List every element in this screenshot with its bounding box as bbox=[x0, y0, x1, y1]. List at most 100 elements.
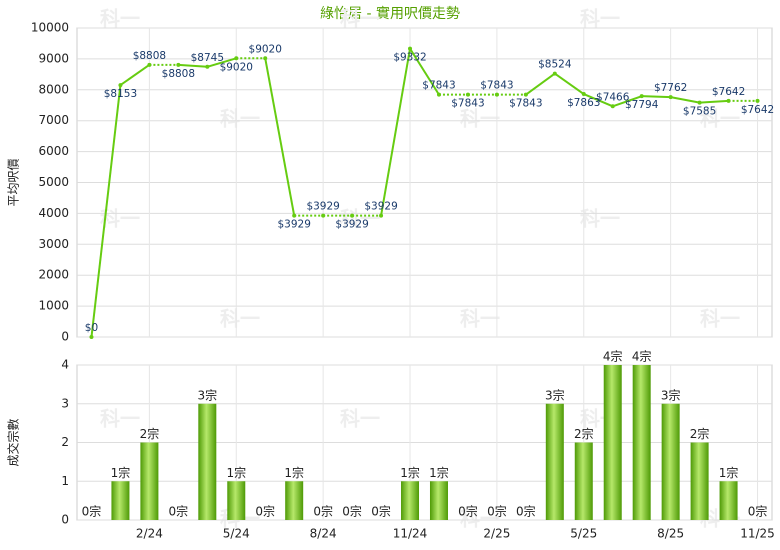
y-tick-label: 1 bbox=[61, 474, 69, 488]
watermark: 科一 bbox=[340, 407, 380, 431]
bar bbox=[140, 442, 159, 520]
value-label: 1宗 bbox=[226, 465, 246, 480]
watermark: 科一 bbox=[580, 7, 620, 31]
value-label: 0宗 bbox=[371, 504, 391, 519]
value-label: 0宗 bbox=[342, 504, 362, 519]
bar bbox=[227, 481, 246, 520]
point bbox=[205, 64, 210, 69]
watermark: 科一 bbox=[220, 107, 260, 131]
value-label: $7642 bbox=[712, 86, 745, 98]
point bbox=[321, 213, 326, 218]
value-label: 0宗 bbox=[487, 504, 507, 519]
value-label: $7843 bbox=[422, 80, 455, 92]
point bbox=[552, 71, 557, 76]
point bbox=[465, 92, 470, 97]
x-tick-label: 5/25 bbox=[570, 527, 597, 541]
y-tick-label: 5000 bbox=[38, 175, 69, 189]
chart-title: 綠怡居 - 實用呎價走勢 bbox=[320, 5, 460, 22]
value-label: $7466 bbox=[596, 91, 630, 103]
value-label: 3宗 bbox=[545, 387, 565, 402]
point bbox=[523, 92, 528, 97]
x-tick-label: 5/24 bbox=[223, 527, 250, 541]
value-label: $3929 bbox=[364, 201, 397, 213]
bar bbox=[429, 481, 448, 520]
value-label: 3宗 bbox=[197, 387, 217, 402]
x-tick-label: 11/25 bbox=[740, 527, 775, 541]
y-axis-label: 成交宗數 bbox=[6, 418, 21, 466]
value-label: $9020 bbox=[220, 61, 253, 73]
watermark: 科一 bbox=[700, 307, 740, 331]
y-tick-label: 2000 bbox=[38, 268, 69, 282]
value-label: 0宗 bbox=[255, 504, 275, 519]
value-label: 2宗 bbox=[574, 426, 594, 441]
value-label: 1宗 bbox=[111, 465, 131, 480]
point bbox=[89, 335, 94, 339]
value-label: 0宗 bbox=[748, 504, 768, 519]
point bbox=[436, 92, 441, 97]
line-segment bbox=[90, 84, 122, 338]
value-label: 4宗 bbox=[632, 349, 652, 364]
watermark: 科一 bbox=[460, 107, 500, 131]
value-label: $7843 bbox=[451, 98, 484, 110]
line-segment bbox=[178, 63, 208, 68]
bar bbox=[719, 481, 738, 520]
line-segment bbox=[380, 48, 412, 216]
value-label: 1宗 bbox=[429, 465, 449, 480]
value-label: 4宗 bbox=[603, 349, 623, 364]
watermark: 科一 bbox=[340, 7, 380, 31]
bar bbox=[285, 481, 304, 520]
value-label: 0宗 bbox=[458, 504, 478, 519]
y-tick-label: 10000 bbox=[31, 21, 69, 35]
x-tick-label: 2/25 bbox=[483, 527, 510, 541]
value-label: 1宗 bbox=[284, 465, 304, 480]
value-label: 2宗 bbox=[690, 426, 710, 441]
value-label: $9332 bbox=[393, 52, 426, 64]
y-tick-label: 2 bbox=[61, 435, 69, 449]
watermark: 科一 bbox=[340, 207, 380, 231]
y-tick-label: 4 bbox=[61, 358, 69, 372]
value-label: $0 bbox=[85, 322, 98, 334]
y-tick-label: 0 bbox=[61, 513, 69, 527]
point bbox=[118, 83, 123, 88]
line-segment bbox=[641, 95, 671, 99]
x-tick-label: 2/24 bbox=[136, 527, 163, 541]
value-label: $8153 bbox=[104, 88, 137, 100]
point bbox=[668, 95, 673, 100]
watermark: 科一 bbox=[460, 507, 500, 531]
x-tick-label: 8/24 bbox=[310, 527, 337, 541]
value-label: $8808 bbox=[133, 50, 166, 62]
y-tick-label: 8000 bbox=[38, 82, 69, 96]
point bbox=[234, 56, 239, 61]
line-segment bbox=[554, 72, 585, 95]
x-tick-label: 11/24 bbox=[393, 527, 428, 541]
value-label: 0宗 bbox=[516, 504, 536, 519]
point bbox=[350, 213, 355, 218]
point bbox=[147, 62, 152, 67]
point bbox=[379, 213, 384, 218]
value-label: $8524 bbox=[538, 59, 572, 71]
bar bbox=[401, 481, 420, 520]
bar bbox=[661, 403, 680, 520]
value-label: $7843 bbox=[480, 80, 513, 92]
value-label: 3宗 bbox=[661, 387, 681, 402]
value-label: $3929 bbox=[306, 201, 339, 213]
watermark: 科一 bbox=[700, 107, 740, 131]
watermark: 科一 bbox=[580, 207, 620, 231]
watermark: 科一 bbox=[220, 307, 260, 331]
value-label: $3929 bbox=[277, 219, 310, 231]
y-tick-label: 6000 bbox=[38, 144, 69, 158]
watermark: 科一 bbox=[100, 407, 140, 431]
line-segment bbox=[207, 57, 237, 68]
line-segment bbox=[525, 72, 556, 96]
bar bbox=[574, 442, 593, 520]
watermark: 科一 bbox=[460, 307, 500, 331]
value-label: 2宗 bbox=[140, 426, 160, 441]
value-label: $7762 bbox=[654, 82, 687, 94]
line-segment bbox=[583, 93, 614, 108]
point bbox=[610, 104, 615, 109]
line-segment bbox=[699, 99, 729, 104]
point bbox=[263, 56, 268, 61]
value-label: 0宗 bbox=[313, 504, 333, 519]
value-label: 1宗 bbox=[400, 465, 420, 480]
line-segment bbox=[409, 48, 440, 96]
